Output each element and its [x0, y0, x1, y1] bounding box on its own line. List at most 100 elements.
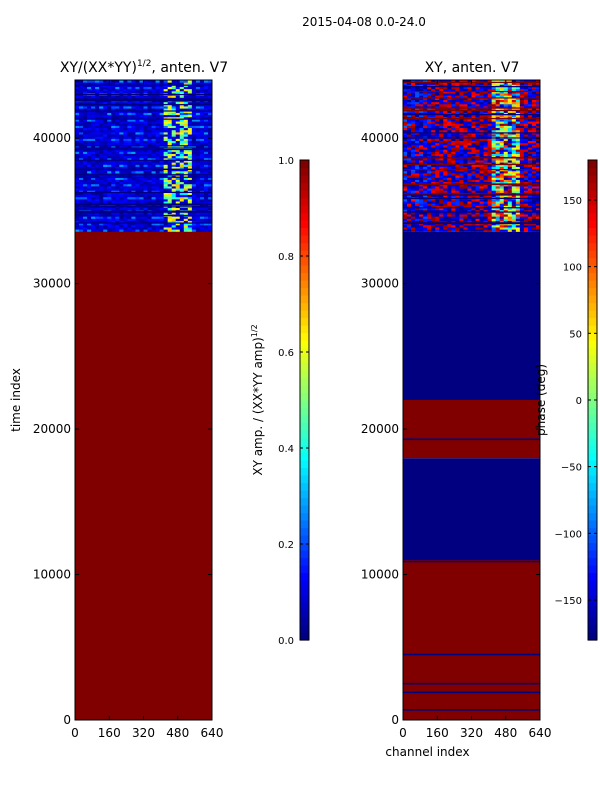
heatmap-cell: [483, 88, 489, 92]
heatmap-cell: [167, 101, 173, 105]
heatmap-cell: [443, 97, 448, 100]
heatmap-cell: [515, 209, 521, 213]
heatmap-cell: [95, 121, 100, 124]
heatmap-cell: [435, 134, 440, 137]
heatmap-cell: [515, 194, 521, 198]
heatmap-cell: [415, 105, 420, 109]
heatmap-cell: [507, 209, 513, 213]
heatmap-cell: [443, 112, 448, 116]
heatmap-cell: [147, 112, 153, 116]
heatmap-cell: [91, 82, 96, 85]
heatmap-cell: [135, 151, 140, 154]
heatmap-cell: [79, 149, 84, 152]
heatmap-cell: [499, 218, 505, 221]
heatmap-cell: [83, 226, 88, 230]
heatmap-cell: [479, 86, 485, 90]
heatmap-cell: [431, 162, 436, 165]
heatmap-cell: [103, 196, 108, 200]
heatmap-cell: [131, 194, 136, 198]
heatmap-cell: [167, 226, 173, 230]
heatmap-cell: [431, 203, 436, 206]
heatmap-cell: [523, 179, 529, 183]
heatmap-cell: [143, 112, 149, 116]
heatmap-cell: [455, 108, 460, 111]
heatmap-cell: [159, 86, 165, 90]
heatmap-cell: [163, 136, 169, 139]
heatmap-cell: [183, 129, 189, 133]
heatmap-cell: [455, 190, 460, 193]
heatmap-cell: [407, 170, 412, 174]
heatmap-cell: [199, 207, 205, 211]
heatmap-cell: [535, 218, 540, 221]
heatmap-cell: [507, 179, 513, 183]
heatmap-cell: [423, 92, 428, 96]
heatmap-cell: [127, 116, 132, 120]
heatmap-cell: [419, 129, 424, 133]
heatmap-cell: [131, 164, 136, 167]
heatmap-cell: [495, 84, 501, 87]
heatmap-cell: [147, 170, 153, 174]
heatmap-cell: [503, 108, 509, 111]
heatmap-cell: [439, 224, 444, 228]
heatmap-cell: [487, 205, 493, 209]
heatmap-cell: [159, 118, 165, 122]
heatmap-stripe: [75, 176, 212, 178]
heatmap-cell: [431, 190, 436, 193]
heatmap-cell: [203, 129, 209, 133]
heatmap-cell: [523, 218, 529, 221]
heatmap-cell: [503, 162, 509, 165]
heatmap-cell: [95, 192, 100, 196]
heatmap-cell: [451, 99, 456, 103]
heatmap-cell: [175, 194, 181, 198]
heatmap-cell: [463, 205, 468, 209]
heatmap-cell: [439, 142, 444, 146]
heatmap-cell: [519, 142, 525, 146]
heatmap-cell: [111, 157, 116, 161]
heatmap-cell: [171, 112, 177, 116]
heatmap-cell: [459, 123, 464, 126]
heatmap-cell: [147, 153, 153, 157]
heatmap-cell: [179, 136, 185, 139]
heatmap-cell: [187, 185, 193, 189]
heatmap-cell: [115, 229, 120, 232]
heatmap-cell: [455, 88, 460, 92]
heatmap-cell: [131, 170, 136, 174]
heatmap-cell: [471, 140, 477, 144]
heatmap-cell: [487, 125, 493, 129]
heatmap-cell: [91, 162, 96, 165]
heatmap-cell: [151, 198, 157, 202]
heatmap-cell: [99, 194, 104, 198]
heatmap-cell: [407, 105, 412, 109]
heatmap-cell: [147, 188, 153, 191]
heatmap-cell: [195, 226, 201, 230]
heatmap-cell: [203, 116, 209, 120]
heatmap-cell: [179, 118, 185, 122]
heatmap-cell: [91, 207, 96, 211]
x-tick-label: 160: [98, 726, 121, 740]
heatmap-cell: [107, 159, 112, 163]
heatmap-cell: [167, 125, 173, 129]
heatmap-cell: [443, 110, 448, 113]
heatmap-cell: [107, 157, 112, 161]
heatmap-cell: [483, 170, 489, 174]
heatmap-cell: [463, 209, 468, 213]
heatmap-cell: [95, 149, 100, 152]
heatmap-cell: [135, 88, 140, 92]
heatmap-cell: [483, 159, 489, 163]
heatmap-cell: [483, 92, 489, 96]
heatmap-cell: [415, 86, 420, 90]
heatmap-cell: [439, 82, 444, 85]
heatmap-cell: [79, 179, 84, 183]
heatmap-cell: [459, 159, 464, 163]
heatmap-cell: [187, 86, 193, 90]
heatmap-cell: [171, 134, 177, 137]
heatmap-cell: [183, 112, 189, 116]
heatmap-cell: [403, 218, 408, 221]
heatmap-cell: [411, 190, 416, 193]
heatmap-cell: [427, 159, 432, 163]
heatmap-cell: [135, 125, 140, 129]
heatmap-cell: [523, 155, 529, 159]
heatmap-cell: [171, 123, 177, 126]
colorbar-swatch: [300, 385, 309, 394]
heatmap-cell: [155, 82, 161, 85]
